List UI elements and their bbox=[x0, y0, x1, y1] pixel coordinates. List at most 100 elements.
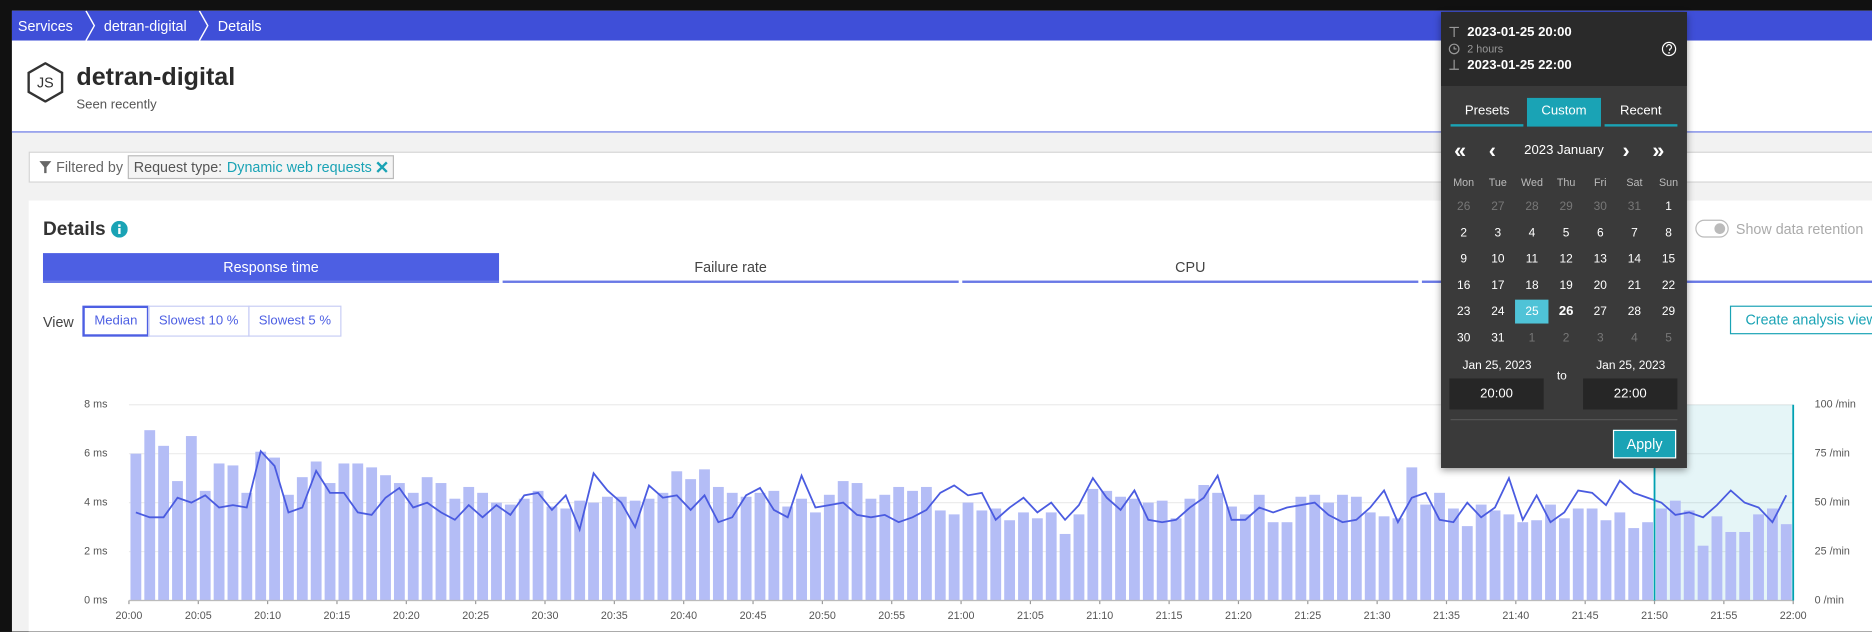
breadcrumb-item[interactable]: Details bbox=[217, 17, 262, 35]
calendar-day[interactable]: 15 bbox=[1661, 252, 1676, 266]
calendar-day[interactable]: 24 bbox=[1491, 305, 1505, 319]
bar bbox=[1725, 531, 1737, 601]
bar bbox=[130, 453, 142, 601]
bar bbox=[1711, 516, 1723, 601]
calendar-day[interactable]: 27 bbox=[1491, 199, 1505, 214]
picker-tab[interactable]: Recent bbox=[1604, 98, 1678, 127]
bar bbox=[1669, 500, 1681, 601]
calendar-day[interactable]: 30 bbox=[1457, 331, 1471, 345]
apply-button[interactable]: Apply bbox=[1612, 429, 1677, 459]
bar bbox=[1586, 508, 1598, 601]
calendar-day[interactable]: 27 bbox=[1593, 305, 1607, 319]
bar bbox=[491, 502, 502, 601]
prev-month[interactable]: ‹ bbox=[1488, 138, 1496, 163]
calendar-day[interactable]: 3 bbox=[1596, 331, 1604, 345]
calendar-day[interactable]: 29 bbox=[1559, 199, 1573, 214]
x-tick-label: 21:40 bbox=[1502, 610, 1529, 622]
x-tick-label: 20:00 bbox=[116, 610, 143, 622]
picker-tab[interactable]: Custom bbox=[1527, 97, 1601, 127]
calendar-day[interactable]: 31 bbox=[1491, 331, 1505, 345]
bar bbox=[920, 486, 932, 601]
bar bbox=[754, 492, 766, 601]
calendar-day[interactable]: 11 bbox=[1525, 252, 1539, 266]
retention-label: Show data retention bbox=[1735, 220, 1864, 237]
y-tick-label: 4 ms bbox=[84, 496, 107, 508]
calendar-day[interactable]: 28 bbox=[1627, 305, 1642, 319]
calendar-day[interactable]: 31 bbox=[1627, 199, 1642, 214]
bar bbox=[893, 486, 905, 601]
calendar-day[interactable]: 18 bbox=[1525, 278, 1539, 292]
retention-toggle[interactable]: Show data retention bbox=[1695, 219, 1864, 238]
bar bbox=[1129, 498, 1140, 601]
view-button[interactable]: Slowest 5 % bbox=[248, 305, 342, 337]
calendar-day[interactable]: 23 bbox=[1457, 305, 1471, 319]
calendar-day[interactable]: 16 bbox=[1457, 278, 1471, 292]
calendar-day[interactable]: 21 bbox=[1627, 278, 1642, 292]
next-year[interactable]: » bbox=[1652, 138, 1665, 163]
calendar-day[interactable]: 22 bbox=[1661, 278, 1676, 292]
bar bbox=[241, 492, 253, 601]
x-tick-label: 20:05 bbox=[185, 610, 212, 622]
calendar-day[interactable]: 19 bbox=[1559, 278, 1573, 292]
bar bbox=[782, 506, 794, 601]
bar bbox=[1198, 485, 1210, 601]
x-tick-label: 20:40 bbox=[670, 610, 697, 622]
calendar-day[interactable]: 20 bbox=[1593, 278, 1607, 292]
calendar-day[interactable]: 1 bbox=[1528, 331, 1536, 345]
calendar-day[interactable]: 17 bbox=[1491, 278, 1505, 292]
create-button[interactable]: Create analysis view bbox=[1729, 305, 1872, 335]
to-time[interactable]: 22:00 bbox=[1583, 378, 1678, 410]
info-icon[interactable] bbox=[111, 220, 128, 238]
bar bbox=[1780, 524, 1792, 601]
calendar-day[interactable]: 9 bbox=[1460, 252, 1468, 266]
filter-chip[interactable]: Request type: Dynamic web requests bbox=[127, 155, 395, 180]
line bbox=[135, 449, 1788, 533]
metric-tab[interactable]: Response time bbox=[42, 253, 500, 283]
bar bbox=[338, 463, 350, 601]
calendar-day[interactable]: 26 bbox=[1558, 304, 1574, 319]
calendar-day[interactable]: 7 bbox=[1631, 226, 1638, 240]
calendar-day[interactable]: 6 bbox=[1596, 226, 1604, 240]
calendar-day[interactable]: 1 bbox=[1665, 199, 1672, 214]
from-time[interactable]: 20:00 bbox=[1449, 378, 1544, 410]
calendar-day[interactable]: 30 bbox=[1593, 199, 1607, 214]
calendar-day[interactable]: 3 bbox=[1494, 226, 1502, 240]
prev-year[interactable]: « bbox=[1454, 138, 1467, 163]
toggle[interactable] bbox=[1695, 219, 1729, 238]
calendar-day[interactable]: 13 bbox=[1593, 252, 1607, 266]
calendar-day[interactable]: 28 bbox=[1525, 199, 1539, 214]
range-end: 2023-01-25 22:00 bbox=[1467, 58, 1572, 73]
remove-icon[interactable] bbox=[376, 161, 389, 173]
weekday: Tue bbox=[1488, 176, 1507, 189]
calendar-day[interactable]: 5 bbox=[1562, 226, 1570, 240]
bar bbox=[1031, 518, 1043, 601]
calendar-day[interactable]: 4 bbox=[1631, 331, 1638, 345]
bar bbox=[1420, 504, 1432, 601]
view-button[interactable]: Median bbox=[82, 305, 150, 337]
calendar-day[interactable]: 26 bbox=[1457, 199, 1471, 214]
calendar-day[interactable]: 25 bbox=[1515, 299, 1549, 324]
x-tick-label: 22:00 bbox=[1780, 610, 1807, 622]
bar bbox=[283, 494, 294, 601]
metric-tab[interactable]: CPU bbox=[962, 253, 1419, 283]
next-month[interactable]: › bbox=[1622, 138, 1630, 163]
breadcrumb-item[interactable]: detran-digital bbox=[103, 17, 187, 35]
calendar-day[interactable]: 14 bbox=[1627, 252, 1642, 266]
bar bbox=[796, 498, 807, 601]
bar bbox=[948, 514, 960, 601]
metric-tab[interactable]: Failure rate bbox=[502, 253, 959, 283]
picker-tab[interactable]: Presets bbox=[1450, 98, 1524, 127]
calendar-day[interactable]: 4 bbox=[1528, 226, 1536, 240]
breadcrumb-item[interactable]: Services bbox=[17, 17, 73, 35]
bar bbox=[560, 508, 572, 601]
help-icon[interactable] bbox=[1661, 41, 1678, 58]
bar bbox=[518, 498, 530, 601]
calendar-day[interactable]: 2 bbox=[1562, 331, 1570, 345]
calendar-day[interactable]: 8 bbox=[1665, 226, 1672, 240]
calendar-day[interactable]: 10 bbox=[1491, 252, 1505, 266]
calendar-day[interactable]: 2 bbox=[1460, 226, 1468, 240]
bar bbox=[671, 471, 683, 601]
calendar-day[interactable]: 12 bbox=[1559, 252, 1573, 266]
calendar-day[interactable]: 29 bbox=[1661, 305, 1676, 319]
calendar-day[interactable]: 5 bbox=[1665, 331, 1672, 345]
